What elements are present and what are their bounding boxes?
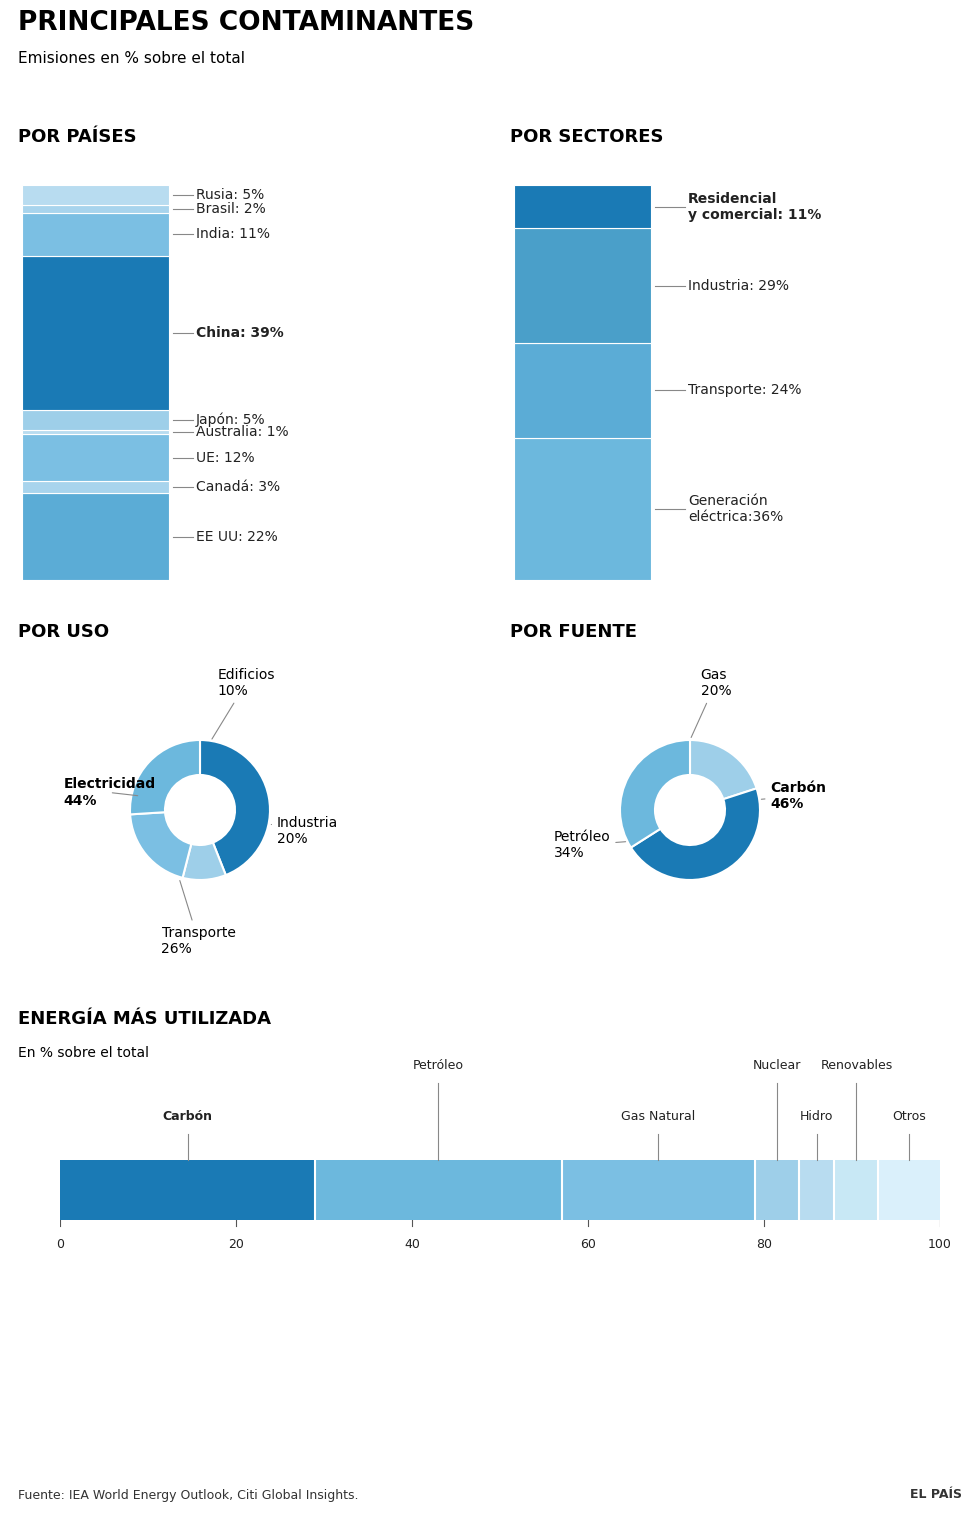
Bar [22, 257, 170, 410]
Text: Brasil: 2%: Brasil: 2% [196, 201, 266, 215]
Bar [22, 433, 170, 481]
Text: Industria
20%: Industria 20% [271, 816, 338, 846]
Text: China: 39%: China: 39% [196, 326, 284, 339]
Text: ENERGÍA MÁS UTILIZADA: ENERGÍA MÁS UTILIZADA [18, 1011, 271, 1028]
Text: POR FUENTE: POR FUENTE [510, 624, 637, 642]
Text: Carbón
46%: Carbón 46% [761, 780, 826, 811]
Text: Renovables: Renovables [820, 1060, 893, 1072]
Text: Gas
20%: Gas 20% [691, 668, 731, 737]
Text: Nuclear: Nuclear [753, 1060, 802, 1072]
Bar [514, 438, 652, 581]
Text: India: 11%: India: 11% [196, 227, 270, 241]
Text: 80: 80 [756, 1238, 772, 1250]
Text: POR USO: POR USO [18, 624, 109, 642]
Bar [22, 410, 170, 430]
Text: EE UU: 22%: EE UU: 22% [196, 530, 277, 544]
Text: 60: 60 [580, 1238, 596, 1250]
Text: En % sobre el total: En % sobre el total [18, 1046, 149, 1060]
Text: Industria: 29%: Industria: 29% [688, 278, 789, 293]
Text: UE: 12%: UE: 12% [196, 450, 255, 464]
Bar [514, 229, 652, 343]
Text: Fuente: IEA World Energy Outlook, Citi Global Insights.: Fuente: IEA World Energy Outlook, Citi G… [18, 1488, 359, 1502]
Text: 100: 100 [928, 1238, 952, 1250]
Bar [316, 1160, 562, 1220]
Text: Canadá: 3%: Canadá: 3% [196, 481, 280, 495]
Text: Australia: 1%: Australia: 1% [196, 425, 289, 439]
Bar [22, 184, 170, 204]
Wedge shape [690, 740, 757, 799]
Text: Carbón: Carbón [163, 1111, 213, 1123]
Text: EL PAÍS: EL PAÍS [910, 1488, 962, 1502]
Text: Otros: Otros [893, 1111, 926, 1123]
Text: Rusia: 5%: Rusia: 5% [196, 187, 265, 201]
Bar [60, 1160, 316, 1220]
Wedge shape [620, 740, 690, 848]
Bar [800, 1160, 834, 1220]
Wedge shape [631, 788, 760, 880]
Text: Generación
eléctrica:36%: Generación eléctrica:36% [688, 493, 783, 524]
Bar [514, 343, 652, 438]
Bar [756, 1160, 800, 1220]
Text: Transporte
26%: Transporte 26% [162, 880, 235, 955]
Wedge shape [130, 740, 200, 814]
Bar [562, 1160, 756, 1220]
Bar [834, 1160, 878, 1220]
Text: 0: 0 [56, 1238, 64, 1250]
Bar [22, 204, 170, 212]
Bar [22, 212, 170, 257]
Text: POR SECTORES: POR SECTORES [510, 129, 663, 146]
Text: Gas Natural: Gas Natural [621, 1111, 696, 1123]
Bar [22, 493, 170, 581]
Bar [22, 481, 170, 493]
Text: POR PAÍSES: POR PAÍSES [18, 129, 136, 146]
Text: Edificios
10%: Edificios 10% [212, 668, 275, 739]
Text: Electricidad
44%: Electricidad 44% [64, 777, 156, 808]
Text: Petróleo: Petróleo [413, 1060, 464, 1072]
Text: Japón: 5%: Japón: 5% [196, 413, 266, 427]
Text: Petróleo
34%: Petróleo 34% [554, 829, 625, 860]
Wedge shape [130, 813, 191, 877]
Text: 20: 20 [228, 1238, 244, 1250]
Wedge shape [182, 843, 225, 880]
Text: Residencial
y comercial: 11%: Residencial y comercial: 11% [688, 192, 821, 221]
Text: 40: 40 [404, 1238, 420, 1250]
Bar [878, 1160, 940, 1220]
Bar [22, 430, 170, 433]
Text: Emisiones en % sobre el total: Emisiones en % sobre el total [18, 51, 245, 66]
Text: Hidro: Hidro [800, 1111, 833, 1123]
Text: Transporte: 24%: Transporte: 24% [688, 384, 802, 398]
Wedge shape [200, 740, 270, 876]
Text: PRINCIPALES CONTAMINANTES: PRINCIPALES CONTAMINANTES [18, 11, 474, 35]
Bar [514, 184, 652, 229]
